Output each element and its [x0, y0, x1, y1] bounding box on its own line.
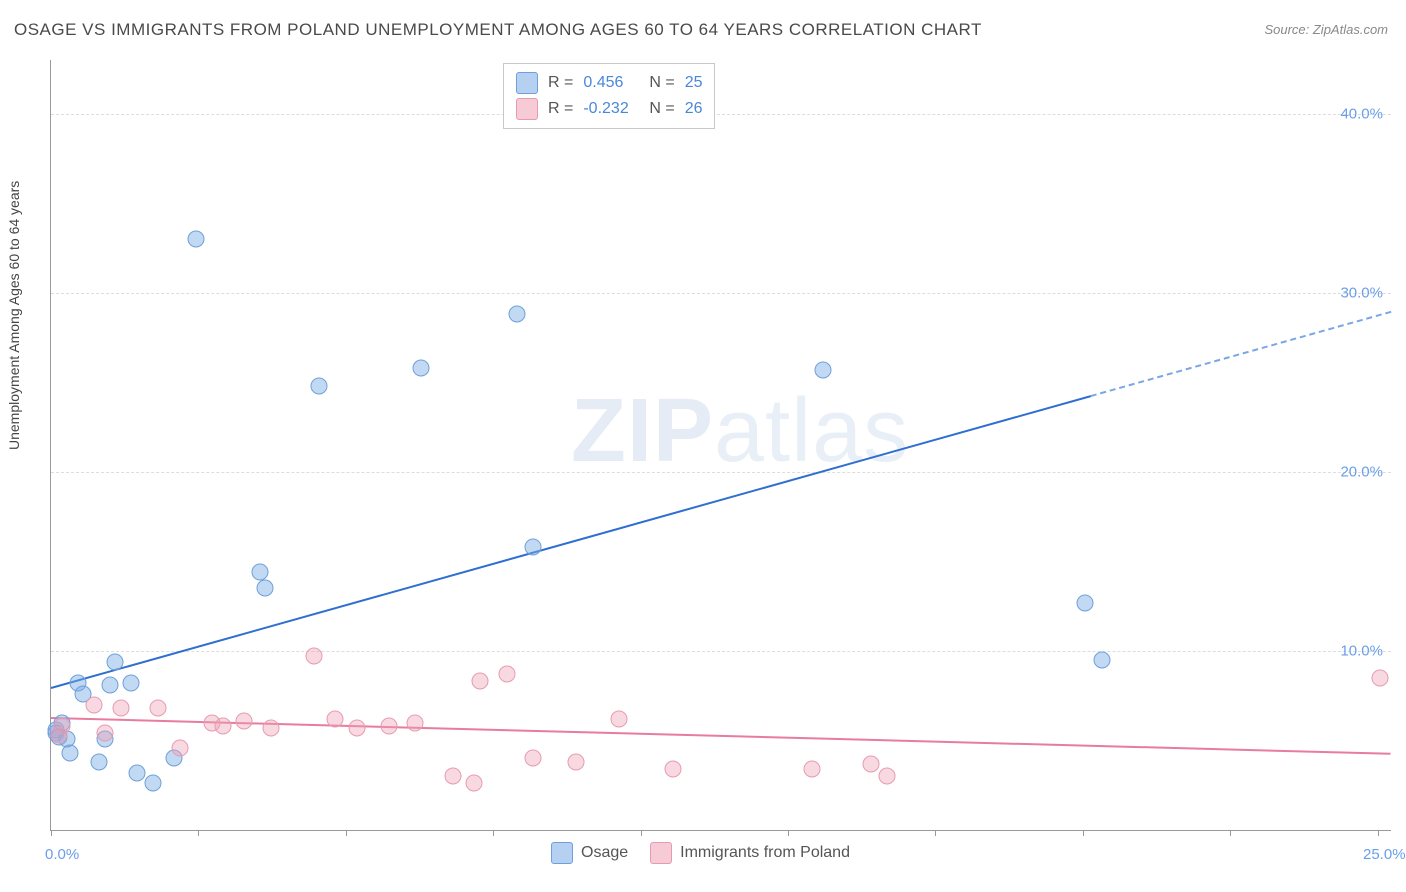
x-tick	[493, 830, 494, 836]
point-osage	[412, 360, 429, 377]
r-value: -0.232	[583, 96, 639, 122]
gridline-h	[51, 114, 1391, 115]
watermark-atlas: atlas	[714, 381, 909, 481]
point-poland	[471, 673, 488, 690]
point-poland	[348, 719, 365, 736]
point-poland	[171, 739, 188, 756]
legend-swatch	[516, 98, 538, 120]
point-poland	[1372, 669, 1389, 686]
point-poland	[150, 700, 167, 717]
point-poland	[214, 718, 231, 735]
x-tick	[935, 830, 936, 836]
r-label: R =	[548, 96, 573, 122]
x-tick	[788, 830, 789, 836]
x-tick	[346, 830, 347, 836]
point-osage	[311, 377, 328, 394]
r-label: R =	[548, 70, 573, 96]
r-value: 0.456	[583, 70, 639, 96]
n-value: 25	[685, 70, 703, 96]
legend-label: Immigrants from Poland	[680, 844, 850, 862]
point-osage	[128, 764, 145, 781]
x-tick	[1230, 830, 1231, 836]
legend-item: Immigrants from Poland	[650, 842, 850, 864]
legend-label: Osage	[581, 844, 628, 862]
y-axis-label: Unemployment Among Ages 60 to 64 years	[6, 181, 22, 450]
point-poland	[53, 718, 70, 735]
y-tick-label: 10.0%	[1340, 642, 1383, 659]
x-tick	[51, 830, 52, 836]
point-poland	[262, 719, 279, 736]
legend-swatch	[650, 842, 672, 864]
point-poland	[96, 725, 113, 742]
trend-line	[51, 395, 1091, 689]
point-osage	[101, 676, 118, 693]
point-osage	[509, 306, 526, 323]
legend-swatch	[551, 842, 573, 864]
scatter-plot-area: ZIPatlas 10.0%20.0%30.0%40.0%0.0%25.0%R …	[50, 60, 1391, 831]
trend-line	[1090, 311, 1391, 399]
legend-row: R = -0.232 N = 26	[516, 96, 702, 122]
point-poland	[863, 755, 880, 772]
point-osage	[257, 580, 274, 597]
point-poland	[305, 648, 322, 665]
point-osage	[107, 653, 124, 670]
x-tick	[1378, 830, 1379, 836]
legend-swatch	[516, 72, 538, 94]
point-poland	[611, 710, 628, 727]
gridline-h	[51, 472, 1391, 473]
y-tick-label: 40.0%	[1340, 105, 1383, 122]
point-osage	[1093, 651, 1110, 668]
point-osage	[252, 564, 269, 581]
gridline-h	[51, 651, 1391, 652]
point-poland	[407, 714, 424, 731]
point-poland	[664, 761, 681, 778]
gridline-h	[51, 293, 1391, 294]
point-poland	[327, 710, 344, 727]
point-osage	[187, 231, 204, 248]
point-poland	[235, 712, 252, 729]
correlation-legend: R = 0.456 N = 25 R = -0.232 N = 26	[503, 63, 715, 129]
source-attribution: Source: ZipAtlas.com	[1264, 22, 1388, 37]
watermark: ZIPatlas	[571, 380, 909, 483]
point-osage	[525, 539, 542, 556]
point-poland	[112, 700, 129, 717]
point-poland	[804, 761, 821, 778]
n-value: 26	[685, 96, 703, 122]
point-poland	[879, 768, 896, 785]
series-legend: Osage Immigrants from Poland	[551, 842, 850, 864]
n-label: N =	[649, 70, 674, 96]
point-osage	[814, 361, 831, 378]
point-poland	[445, 768, 462, 785]
watermark-zip: ZIP	[571, 381, 714, 481]
chart-title: OSAGE VS IMMIGRANTS FROM POLAND UNEMPLOY…	[14, 20, 982, 40]
point-poland	[380, 718, 397, 735]
x-tick	[641, 830, 642, 836]
point-osage	[91, 753, 108, 770]
x-tick-label: 25.0%	[1363, 846, 1406, 863]
point-poland	[525, 750, 542, 767]
n-label: N =	[649, 96, 674, 122]
legend-row: R = 0.456 N = 25	[516, 70, 702, 96]
x-tick	[1083, 830, 1084, 836]
x-tick-label: 0.0%	[45, 846, 79, 863]
point-poland	[466, 775, 483, 792]
point-osage	[123, 675, 140, 692]
legend-item: Osage	[551, 842, 628, 864]
point-poland	[568, 753, 585, 770]
y-tick-label: 30.0%	[1340, 284, 1383, 301]
x-tick	[198, 830, 199, 836]
point-osage	[1077, 594, 1094, 611]
y-tick-label: 20.0%	[1340, 463, 1383, 480]
point-poland	[498, 666, 515, 683]
point-osage	[61, 745, 78, 762]
point-poland	[85, 696, 102, 713]
point-osage	[144, 775, 161, 792]
